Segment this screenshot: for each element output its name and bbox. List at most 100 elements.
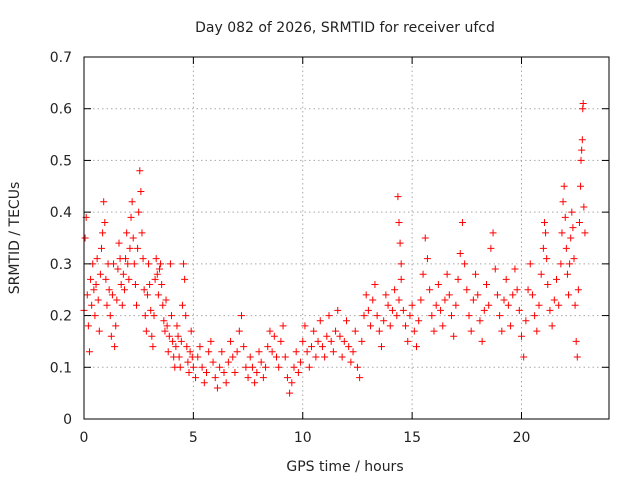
data-point	[133, 301, 140, 309]
data-point	[496, 312, 504, 320]
data-point	[138, 229, 146, 237]
data-point	[456, 250, 464, 258]
data-point	[577, 156, 585, 164]
x-axis-label: GPS time / hours	[286, 459, 403, 475]
data-point	[176, 363, 184, 371]
data-point	[432, 301, 440, 309]
data-point	[458, 218, 466, 226]
data-point	[108, 291, 116, 299]
data-point	[474, 291, 482, 299]
grid-lines	[84, 57, 609, 419]
data-point	[244, 374, 252, 382]
x-tick-label: 10	[294, 430, 312, 446]
data-point	[96, 270, 104, 278]
data-point	[262, 363, 270, 371]
plot-frame	[83, 56, 610, 420]
data-point	[111, 343, 119, 351]
data-point	[251, 379, 259, 387]
data-point	[399, 306, 407, 314]
data-point	[570, 255, 578, 263]
data-point	[356, 374, 364, 382]
data-point	[100, 198, 108, 206]
data-point	[483, 281, 490, 289]
data-point	[531, 312, 539, 320]
data-point	[99, 229, 107, 237]
data-point	[360, 312, 368, 320]
data-point	[91, 312, 99, 320]
data-point	[255, 348, 263, 356]
data-point	[286, 389, 294, 397]
data-point	[476, 317, 484, 325]
data-point	[375, 327, 383, 335]
data-point	[213, 384, 221, 392]
y-tick-label: 0.2	[50, 309, 72, 325]
data-point	[218, 348, 226, 356]
data-point	[555, 301, 563, 309]
data-point	[408, 301, 416, 309]
data-point	[235, 327, 243, 335]
data-point	[290, 363, 298, 371]
data-point	[574, 286, 582, 294]
data-point	[127, 213, 135, 221]
data-point	[238, 312, 245, 320]
data-point	[563, 270, 571, 278]
data-point	[461, 260, 469, 268]
data-point	[294, 368, 302, 376]
data-point	[491, 265, 499, 273]
data-point	[452, 301, 460, 309]
data-point	[93, 255, 101, 263]
data-point	[146, 281, 154, 289]
data-point	[441, 296, 449, 304]
data-point	[493, 291, 501, 299]
data-point	[227, 337, 235, 345]
data-point	[489, 229, 497, 237]
data-point	[131, 281, 139, 289]
data-point	[423, 255, 431, 263]
data-point	[84, 322, 92, 330]
data-point	[537, 270, 545, 278]
x-tick-label: 15	[403, 430, 421, 446]
data-point	[393, 312, 401, 320]
data-point	[209, 358, 217, 366]
data-point	[336, 332, 344, 340]
data-point	[120, 286, 128, 294]
data-point	[90, 286, 98, 294]
data-point	[581, 229, 589, 237]
data-point	[155, 265, 163, 273]
data-point	[394, 193, 402, 201]
data-point	[561, 213, 569, 221]
data-point	[371, 281, 379, 289]
data-point	[112, 322, 120, 330]
data-point	[95, 327, 103, 335]
data-point	[159, 301, 167, 309]
data-point	[275, 363, 283, 371]
data-point	[198, 363, 206, 371]
data-point	[463, 286, 471, 294]
data-point	[165, 332, 173, 340]
y-tick-label: 0.4	[50, 205, 72, 221]
data-point	[522, 317, 530, 325]
data-point	[145, 260, 153, 268]
data-point	[174, 332, 182, 340]
data-point	[567, 234, 575, 242]
data-point	[397, 275, 405, 283]
data-point	[513, 286, 521, 294]
data-point	[347, 358, 355, 366]
data-point	[277, 337, 285, 345]
data-point	[203, 368, 210, 376]
chart-title: Day 082 of 2026, SRMTID for receiver ufc…	[195, 20, 495, 36]
data-point	[318, 343, 326, 351]
data-point	[559, 198, 567, 206]
data-point	[310, 327, 318, 335]
data-point	[288, 379, 296, 387]
data-point	[270, 332, 278, 340]
data-point	[153, 270, 161, 278]
data-point	[229, 353, 237, 361]
data-point	[115, 239, 123, 247]
data-point	[305, 363, 313, 371]
data-point	[578, 146, 586, 154]
data-point	[192, 374, 200, 382]
data-point	[327, 337, 335, 345]
